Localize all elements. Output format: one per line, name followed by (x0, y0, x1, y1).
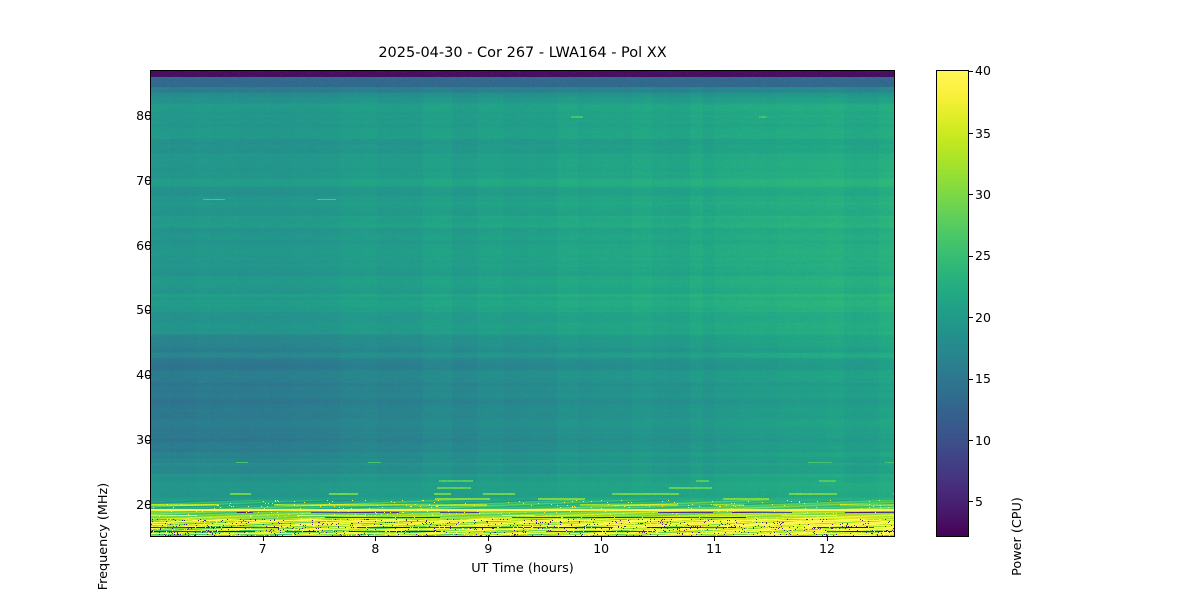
y-ticklabel-50: 50 (136, 302, 152, 318)
y-tick-80 (146, 115, 150, 117)
y-ticklabel-40: 40 (136, 367, 152, 383)
colorbar-tick-40 (969, 70, 973, 72)
colorbar-ticklabel-30: 30 (975, 186, 991, 202)
x-tick-10 (601, 537, 603, 541)
y-tick-20 (146, 504, 150, 506)
x-ticklabel-10: 10 (593, 541, 610, 556)
colorbar-ticklabel-25: 25 (975, 248, 991, 264)
colorbar-tick-15 (969, 378, 973, 380)
x-ticklabel-8: 8 (371, 541, 380, 556)
x-tick-7 (262, 537, 264, 541)
x-ticklabel-12: 12 (819, 541, 835, 556)
colorbar-gradient (937, 71, 968, 536)
y-ticklabel-30: 30 (136, 432, 152, 448)
colorbar-ticklabel-35: 35 (975, 125, 991, 141)
colorbar-tick-25 (969, 255, 973, 257)
x-ticklabel-7: 7 (258, 541, 267, 556)
y-tick-60 (146, 245, 150, 247)
y-tick-70 (146, 180, 150, 182)
colorbar-ticklabel-20: 20 (975, 309, 991, 325)
y-tick-50 (146, 309, 150, 311)
colorbar-tick-5 (969, 501, 973, 503)
colorbar-tick-20 (969, 317, 973, 319)
y-ticklabel-80: 80 (136, 108, 152, 123)
spectrogram-image (151, 71, 894, 536)
colorbar-ticklabel-5: 5 (975, 494, 983, 509)
colorbar-ticklabel-40: 40 (975, 63, 991, 79)
colorbar-label: Power (CPU) (1010, 497, 1025, 576)
x-axis-label: UT Time (hours) (471, 561, 574, 576)
x-ticklabel-9: 9 (484, 541, 493, 556)
colorbar-tick-35 (969, 132, 973, 134)
colorbar-ticklabel-15: 15 (975, 371, 991, 387)
x-tick-9 (488, 537, 490, 541)
y-ticklabel-20: 20 (136, 496, 152, 512)
colorbar-tick-10 (969, 440, 973, 442)
colorbar-ticklabel-10: 10 (975, 432, 991, 448)
x-tick-8 (375, 537, 377, 541)
y-tick-40 (146, 374, 150, 376)
spectrogram-plot-area[interactable] (150, 70, 895, 537)
x-tick-11 (714, 537, 716, 541)
y-axis-label: Frequency (MHz) (96, 482, 111, 591)
y-tick-30 (146, 439, 150, 441)
y-ticklabel-60: 60 (136, 237, 152, 253)
x-ticklabel-11: 11 (706, 541, 723, 556)
colorbar[interactable] (936, 70, 969, 537)
x-tick-12 (827, 537, 829, 541)
y-ticklabel-70: 70 (136, 172, 152, 188)
chart-title: 2025-04-30 - Cor 267 - LWA164 - Pol XX (378, 45, 667, 61)
colorbar-tick-30 (969, 194, 973, 196)
